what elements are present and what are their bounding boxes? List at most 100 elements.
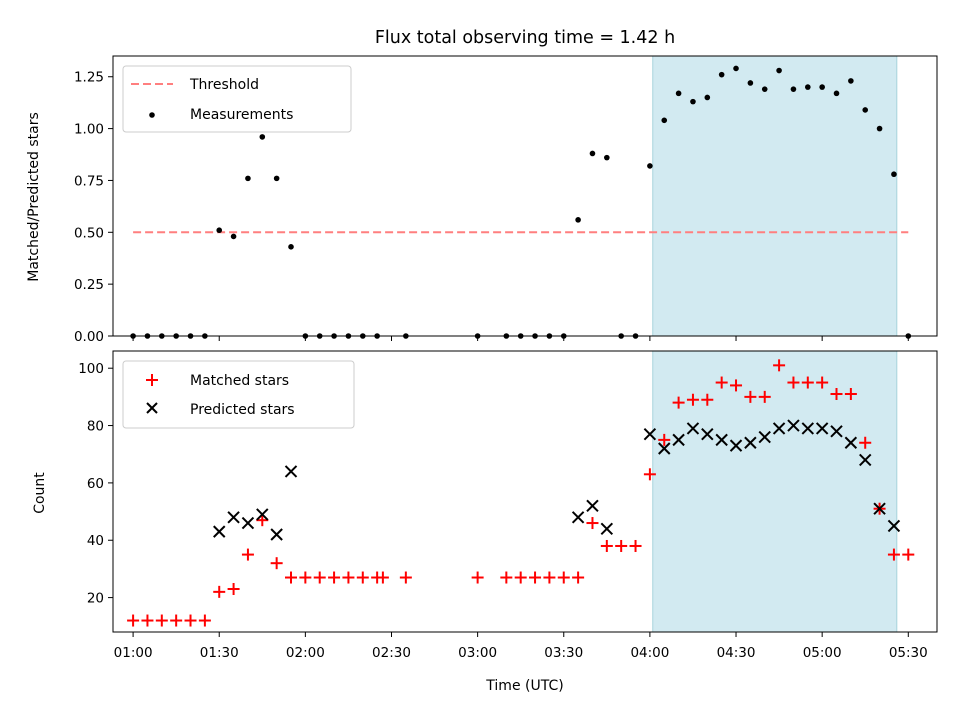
matched-point <box>500 571 513 584</box>
measurement-point <box>675 90 682 97</box>
predicted-point <box>815 422 829 435</box>
matched-point <box>342 571 355 584</box>
xtick-label: 02:30 <box>372 645 411 661</box>
measurement-point <box>718 71 725 78</box>
predicted-point-b <box>729 439 743 452</box>
xtick-label: 05:30 <box>889 645 928 661</box>
measurement-point <box>273 175 280 182</box>
measurement-point <box>647 163 653 169</box>
top-plot-frame <box>112 55 938 337</box>
matched-point <box>313 571 326 584</box>
measurement-point <box>833 90 840 97</box>
matched-point <box>155 614 168 627</box>
matched-point <box>127 614 140 627</box>
matched-point <box>830 388 843 401</box>
predicted-point <box>887 519 901 533</box>
legend-measurements-label: Measurements <box>190 107 293 123</box>
x-axis-label: Time (UTC) <box>485 678 563 694</box>
bottom-y-axis-label: Count <box>32 472 48 514</box>
bottom-ytick-label: 100 <box>78 361 104 377</box>
top-legend-box <box>122 65 352 133</box>
measurement-point <box>819 84 825 90</box>
measurement-point <box>891 171 897 178</box>
predicted-point-b <box>643 427 657 441</box>
xtick-label: 03:00 <box>458 645 497 661</box>
measurement-point <box>259 134 266 140</box>
predicted-point-b <box>658 442 671 455</box>
matched-point <box>859 436 872 449</box>
matched-point <box>356 571 369 584</box>
xtick-label: 04:30 <box>717 645 756 661</box>
top-shaded-region <box>652 55 898 337</box>
measurement-point <box>216 227 223 234</box>
top-y-axis: 0.00 0.25 0.50 0.75 1.00 1.25 <box>74 70 113 345</box>
count-panel: 20 40 60 80 100 01:00 01:30 02:00 02:30 03:00 03:… <box>32 350 938 694</box>
predicted-point <box>213 525 226 538</box>
predicted-point-b <box>227 511 240 524</box>
matched-point <box>586 517 599 530</box>
top-legend: Threshold Measurements <box>122 65 352 133</box>
legend-predicted-label: Predicted stars <box>190 402 295 418</box>
predicted-point <box>643 427 657 441</box>
predicted-point <box>758 430 771 444</box>
predicted-point <box>772 422 786 435</box>
matched-point <box>471 571 484 584</box>
predicted-point-b <box>270 528 283 541</box>
predicted-point-b <box>801 422 815 435</box>
matched-point <box>902 548 915 561</box>
matched-point <box>572 571 585 584</box>
predicted-point-b <box>600 522 614 535</box>
matched-point <box>686 393 699 406</box>
ratio-panel: 0.00 0.25 0.50 0.75 1.00 1.25 Matched/Predict… <box>26 55 938 345</box>
top-ytick-label: 1.00 <box>74 122 104 138</box>
predicted-point-b <box>213 525 226 538</box>
predicted-point <box>686 422 700 435</box>
matched-point <box>184 614 197 627</box>
predicted-point-b <box>772 422 786 435</box>
predicted-point <box>701 427 714 441</box>
predicted-point <box>844 436 858 449</box>
matched-point <box>672 396 685 409</box>
predicted-point <box>830 425 843 438</box>
matched-point <box>285 571 298 584</box>
legend-matched-swatch <box>146 374 158 386</box>
matched-point <box>328 571 341 584</box>
predicted-point <box>715 433 728 447</box>
xtick-label: 03:30 <box>544 645 583 661</box>
matched-point <box>816 376 829 389</box>
predicted-point <box>801 422 815 435</box>
matched-point <box>801 376 814 389</box>
predicted-point <box>256 508 269 521</box>
bottom-ytick-label: 20 <box>87 591 104 607</box>
predicted-point <box>571 511 585 524</box>
predicted-point-b <box>873 502 886 515</box>
top-ytick-label: 0.50 <box>74 225 104 241</box>
measurement-point <box>862 107 869 113</box>
measurement-point <box>704 94 711 101</box>
measurement-point <box>230 233 237 240</box>
top-y-axis-label: Matched/Predicted stars <box>26 112 42 282</box>
measurement-point <box>747 80 754 86</box>
measurement-point <box>790 86 797 92</box>
matched-point <box>615 539 628 552</box>
predicted-point-b <box>859 453 872 467</box>
legend-predicted-swatch <box>146 402 158 414</box>
bottom-plot-frame <box>112 350 938 633</box>
predicted-point <box>859 453 872 467</box>
xtick-label: 05:00 <box>803 645 842 661</box>
predicted-point-b <box>586 499 599 513</box>
matched-point <box>399 571 412 584</box>
predicted-stars-series <box>213 419 901 541</box>
matched-point <box>758 390 771 403</box>
matched-point <box>256 514 269 527</box>
matched-point <box>241 548 254 561</box>
matched-point <box>141 614 154 627</box>
predicted-point-b <box>701 427 714 441</box>
matched-point <box>773 359 786 372</box>
predicted-point-b <box>787 419 800 432</box>
matched-point <box>787 376 800 389</box>
top-ytick-label: 0.75 <box>74 173 104 189</box>
matched-point <box>887 548 900 561</box>
matched-point <box>543 571 556 584</box>
